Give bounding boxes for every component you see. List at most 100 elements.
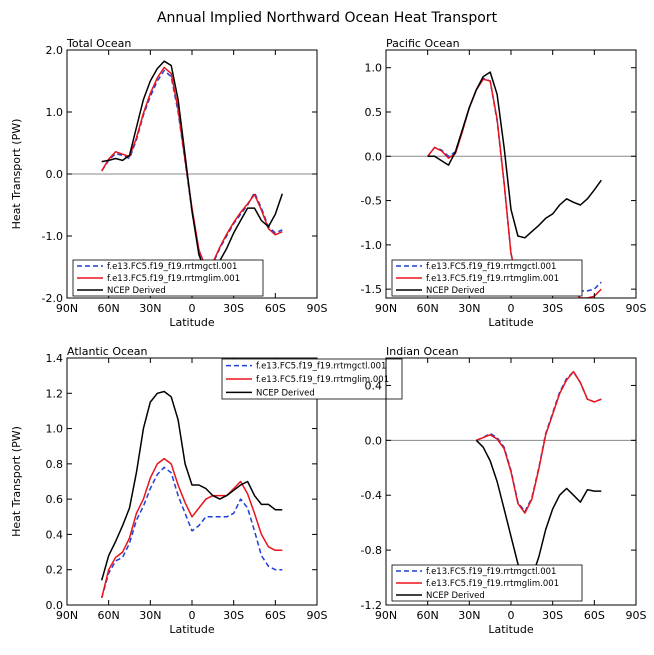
chart-panels: Total Ocean 90N 60N 30N 0 30S 60S 90S -2.0 -1.0 0.… [10,37,647,636]
y-tick-label: 1.0 [365,62,383,75]
legend-box [72,259,264,297]
x-tick-label: 30S [223,302,244,315]
x-axis-label: Latitude [488,316,534,329]
panel-2: Pacific Ocean 90N 60N 30N 0 30S 60S 90S -1.5 -1.0… [361,37,647,329]
y-tick-label: 0.8 [46,458,64,471]
x-tick-label: 30S [223,609,244,622]
x-axis-label: Latitude [169,316,215,329]
legend: f.e13.FC5.f19_f19.rrtmgctl.001 f.e13.FC5.… [391,564,583,602]
x-tick-label: 90N [56,302,78,315]
x-tick-label: 0 [189,609,196,622]
x-tick-label: 30S [542,609,563,622]
legend-label: f.e13.FC5.f19_f19.rrtmglim.001 [107,274,240,284]
legend-label: f.e13.FC5.f19_f19.rrtmgctl.001 [256,362,386,372]
series-line-3 [101,60,284,274]
y-tick-label: 0.0 [365,150,383,163]
y-tick-label: -1.2 [361,599,382,612]
panel-1: Total Ocean 90N 60N 30N 0 30S 60S 90S -2.0 -1.0 0.… [10,37,328,329]
y-tick-label: 0.4 [46,528,64,541]
series-line-2 [476,370,602,514]
y-tick-label: 0.4 [365,379,383,392]
x-tick-label: 30S [542,302,563,315]
y-tick-label: -1.0 [361,239,382,252]
x-tick-label: 30N [139,302,161,315]
series-line-2 [101,66,283,269]
y-tick-label: 1.0 [46,423,64,436]
x-tick-label: 60S [265,302,286,315]
y-tick-label: -0.8 [361,544,382,557]
legend-label: f.e13.FC5.f19_f19.rrtmgctl.001 [107,262,237,272]
series-group [101,60,284,274]
series-line-1 [100,466,283,599]
y-tick-label: 1.0 [46,106,64,119]
x-tick-label: 90S [307,302,328,315]
legend-label: f.e13.FC5.f19_f19.rrtmgctl.001 [426,262,556,272]
x-tick-label: 60N [417,609,439,622]
y-tick-label: 0.2 [46,564,64,577]
x-tick-label: 60S [584,609,605,622]
series-group [100,390,283,599]
y-tick-label: -0.4 [361,489,382,502]
x-tick-label: 60S [584,302,605,315]
y-tick-label: 1.4 [46,352,64,365]
x-tick-label: 90S [626,609,647,622]
y-axis-label: Heat Transport (PW) [10,119,23,230]
x-tick-label: 0 [508,302,515,315]
y-tick-label: -0.5 [361,195,382,208]
legend-box [391,564,583,602]
x-tick-label: 30N [139,609,161,622]
y-tick-label: 0.6 [46,493,64,506]
panel-title: Indian Ocean [386,345,459,358]
x-axis-label: Latitude [169,623,215,636]
series-line-3 [427,71,602,239]
y-tick-label: 0.0 [46,599,64,612]
legend: f.e13.FC5.f19_f19.rrtmgctl.001 f.e13.FC5.… [72,259,264,297]
y-tick-label: 1.2 [46,387,64,400]
series-line-3 [100,390,283,581]
x-tick-label: 60N [98,302,120,315]
legend-label: f.e13.FC5.f19_f19.rrtmgctl.001 [426,567,556,577]
panel-3: Atlantic Ocean 90N 60N 30N 0 30S 60S 90S 0.0 0.2 0… [10,345,403,636]
y-tick-label: -1.5 [361,283,382,296]
legend-label: NCEP Derived [107,286,166,296]
y-tick-label: 2.0 [46,44,64,57]
legend-label: f.e13.FC5.f19_f19.rrtmglim.001 [426,579,559,589]
x-tick-label: 90N [375,302,397,315]
y-axis-label: Heat Transport (PW) [10,426,23,537]
panel-title: Total Ocean [66,37,131,50]
legend-label: NCEP Derived [256,388,315,398]
x-tick-label: 90S [307,609,328,622]
series-line-1 [476,370,602,513]
legend-label: f.e13.FC5.f19_f19.rrtmglim.001 [426,274,559,284]
legend: f.e13.FC5.f19_f19.rrtmgctl.001 f.e13.FC5.… [221,358,403,400]
legend-label: NCEP Derived [426,286,485,296]
x-tick-label: 30N [458,609,480,622]
legend-box [391,259,583,297]
legend: f.e13.FC5.f19_f19.rrtmgctl.001 f.e13.FC5.… [391,259,583,297]
legend-label: NCEP Derived [426,591,485,601]
y-tick-label: 0.0 [46,168,64,181]
panel-title: Pacific Ocean [386,37,460,50]
series-group [475,370,602,586]
x-tick-label: 30N [458,302,480,315]
y-tick-label: 0.5 [365,106,383,119]
x-tick-label: 60S [265,609,286,622]
y-tick-label: -1.0 [42,230,63,243]
series-line-3 [475,439,602,586]
x-tick-label: 90S [626,302,647,315]
series-line-1 [101,69,283,271]
x-tick-label: 90N [56,609,78,622]
y-tick-label: -2.0 [42,292,63,305]
x-tick-label: 60N [98,609,120,622]
series-line-2 [100,457,283,599]
legend-label: f.e13.FC5.f19_f19.rrtmglim.001 [256,375,389,385]
figure-title: Annual Implied Northward Ocean Heat Tran… [157,10,498,26]
panel-4: Indian Ocean 90N 60N 30N 0 30S 60S 90S -1.2 -0.8 -… [361,345,647,636]
panel-title: Atlantic Ocean [67,345,148,358]
x-axis-label: Latitude [488,623,534,636]
y-tick-label: 0.0 [365,434,383,447]
x-tick-label: 60N [417,302,439,315]
x-tick-label: 0 [508,609,515,622]
x-tick-label: 0 [189,302,196,315]
